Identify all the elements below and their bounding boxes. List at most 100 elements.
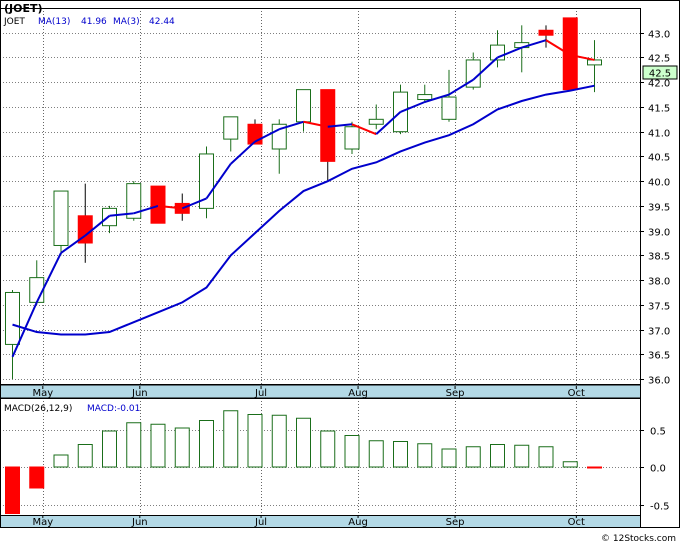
legend-symbol: JOET (3, 17, 25, 27)
macd-bar (102, 430, 117, 468)
macd-bar (126, 422, 142, 468)
x-tick-label: Jul (254, 388, 267, 399)
ma-segment (278, 120, 304, 131)
x-tick-label: Sep (446, 517, 465, 528)
candle-body (368, 118, 384, 125)
macd-bar (490, 444, 505, 468)
legend-ma3-value: 42.44 (149, 17, 175, 27)
ma-segment (400, 101, 426, 113)
macd-y-axis: -0.5 0.0 0.5 (640, 427, 670, 513)
ma-segment (205, 163, 232, 200)
macd-bar (538, 446, 554, 468)
ma-segment (84, 215, 111, 237)
candle-body (344, 126, 360, 150)
macd-histogram (5, 410, 602, 514)
candle-body (223, 116, 239, 140)
macd-bar (53, 454, 69, 468)
price-tick-label: 36.0 (648, 376, 670, 387)
macd-bar (247, 414, 263, 468)
macd-bar (393, 441, 408, 468)
price-panel: 36.0 36.5 37.0 37.5 38.0 38.5 39.0 39.5 40.0 40.5… (0, 8, 678, 387)
ma13-line-base (12, 84, 595, 336)
macd-bar (465, 446, 481, 468)
price-tick-label: 42.5 (648, 54, 670, 65)
macd-bar (271, 414, 287, 468)
candlestick-series (5, 17, 602, 380)
price-date-bar (0, 384, 641, 399)
candle-body (587, 59, 602, 66)
ma-segment (424, 93, 450, 103)
macd-bar (29, 466, 45, 489)
x-tick-label: May (32, 388, 53, 399)
macd-bar (587, 466, 602, 469)
candle-body (53, 190, 69, 246)
macd-bar (174, 427, 190, 468)
x-tick-label: Sep (446, 388, 465, 399)
ma-segment (448, 78, 474, 96)
candle-body (126, 183, 142, 219)
ma-segment (230, 140, 256, 165)
credit-text: © 12Stocks.com (601, 534, 676, 544)
macd-tick-label: 0.0 (650, 464, 666, 475)
price-tick-label: 39.0 (648, 228, 670, 239)
legend-ma13-label: MA(13) (38, 17, 70, 27)
legend-ma3-label: MA(3) (113, 17, 140, 27)
candle-body (562, 17, 578, 91)
macd-bar (150, 423, 166, 468)
ma-segment (60, 234, 86, 254)
last-price-tag-label: 42.5 (649, 69, 671, 80)
macd-legend-label: MACD(26,12,9) (4, 404, 72, 414)
price-tick-label: 42.0 (648, 79, 670, 90)
x-tick-label: Jul (254, 517, 267, 528)
macd-tick-label: -0.5 (650, 502, 670, 513)
x-tick-label: May (32, 517, 53, 528)
x-tick-label: Jun (131, 517, 148, 528)
last-price-tag (642, 65, 678, 80)
price-tick-label: 37.5 (648, 302, 670, 313)
price-y-axis: 36.0 36.5 37.0 37.5 38.0 38.5 39.0 39.5 40.0 40.5… (640, 30, 670, 387)
ma-segment (570, 54, 595, 61)
ma-segment (109, 212, 134, 217)
price-tick-label: 36.5 (648, 351, 670, 362)
macd-bar (441, 448, 457, 468)
macd-legend: MACD(26,12,9) MACD:-0.01 (4, 404, 140, 414)
ma-segment (472, 56, 499, 81)
candle-body (5, 291, 20, 345)
price-legend: JOET MA(13) 41.96 MA(3) 42.44 (3, 17, 175, 27)
ma-segment (254, 128, 280, 143)
macd-date-bar (0, 515, 641, 528)
macd-bar (199, 420, 214, 468)
macd-bar (320, 430, 336, 468)
x-tick-label: Aug (348, 517, 368, 528)
candle-body (150, 185, 166, 224)
macd-legend-value: MACD:-0.01 (87, 404, 140, 414)
macd-bar (562, 461, 578, 468)
macd-bar (77, 444, 93, 468)
macd-bar (368, 440, 384, 468)
x-tick-label: Oct (568, 517, 585, 528)
candle-body (441, 96, 457, 120)
ma-segment (497, 46, 523, 59)
x-tick-label: Jun (131, 388, 148, 399)
ma-segment (545, 39, 571, 56)
price-tick-label: 38.5 (648, 252, 670, 263)
ma-segment (375, 111, 402, 135)
macd-panel: -0.5 0.0 0.5 MACD(26,12,9) MACD:-0.01 (0, 398, 670, 516)
ma-segment (11, 301, 38, 358)
x-tick-label: Oct (568, 388, 585, 399)
price-tick-label: 37.0 (648, 327, 670, 338)
candle-body (296, 89, 311, 123)
macd-bar (514, 444, 530, 468)
moving-average-lines (11, 39, 595, 358)
candle-body (538, 29, 554, 36)
price-tick-label: 40.5 (648, 153, 670, 164)
ma-segment (351, 123, 377, 136)
candle-body (29, 277, 45, 303)
ma-segment (133, 204, 159, 215)
price-tick-label: 40.0 (648, 178, 670, 189)
macd-bar (417, 443, 433, 468)
macd-bar (296, 417, 311, 468)
ma-segment (327, 123, 353, 128)
